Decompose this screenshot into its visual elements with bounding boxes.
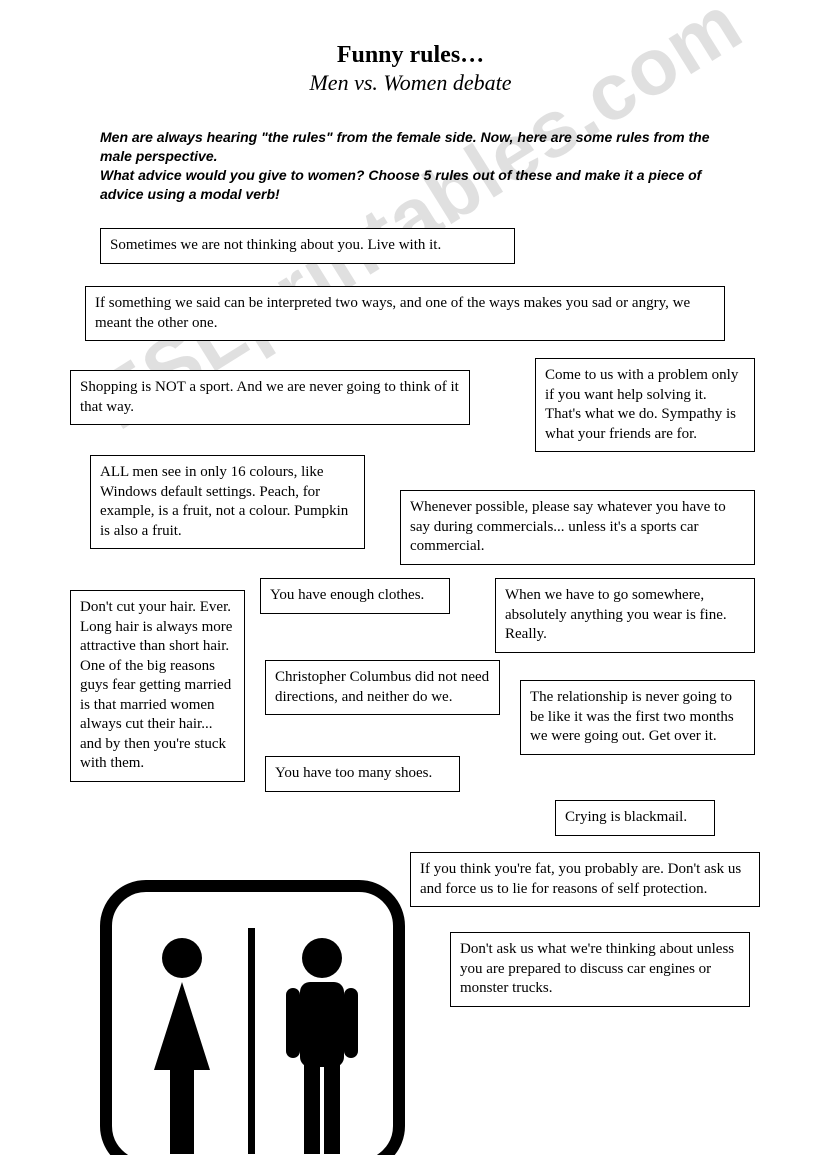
rule-box-2: If something we said can be interpreted … xyxy=(85,286,725,341)
page-title: Funny rules… xyxy=(0,42,821,69)
rule-box-12: You have too many shoes. xyxy=(265,756,460,792)
rule-box-15: Don't ask us what we're thinking about u… xyxy=(450,932,750,1007)
rule-box-9: When we have to go somewhere, absolutely… xyxy=(495,578,755,653)
rule-box-5: ALL men see in only 16 colours, like Win… xyxy=(90,455,365,549)
worksheet-page: ESLprintables.com Funny rules… Men vs. W… xyxy=(0,0,821,1169)
restroom-sign-icon xyxy=(100,880,405,1155)
rule-box-13: Crying is blackmail. xyxy=(555,800,715,836)
rule-box-14: If you think you're fat, you probably ar… xyxy=(410,852,760,907)
page-subtitle: Men vs. Women debate xyxy=(0,70,821,96)
rule-box-11: The relationship is never going to be li… xyxy=(520,680,755,755)
rule-box-10: Christopher Columbus did not need direct… xyxy=(265,660,500,715)
rule-box-1: Sometimes we are not thinking about you.… xyxy=(100,228,515,264)
intro-text: Men are always hearing "the rules" from … xyxy=(100,128,740,204)
rule-box-8: You have enough clothes. xyxy=(260,578,450,614)
rule-box-6: Whenever possible, please say whatever y… xyxy=(400,490,755,565)
rule-box-7: Don't cut your hair. Ever. Long hair is … xyxy=(70,590,245,782)
rule-box-4: Come to us with a problem only if you wa… xyxy=(535,358,755,452)
rule-box-3: Shopping is NOT a sport. And we are neve… xyxy=(70,370,470,425)
